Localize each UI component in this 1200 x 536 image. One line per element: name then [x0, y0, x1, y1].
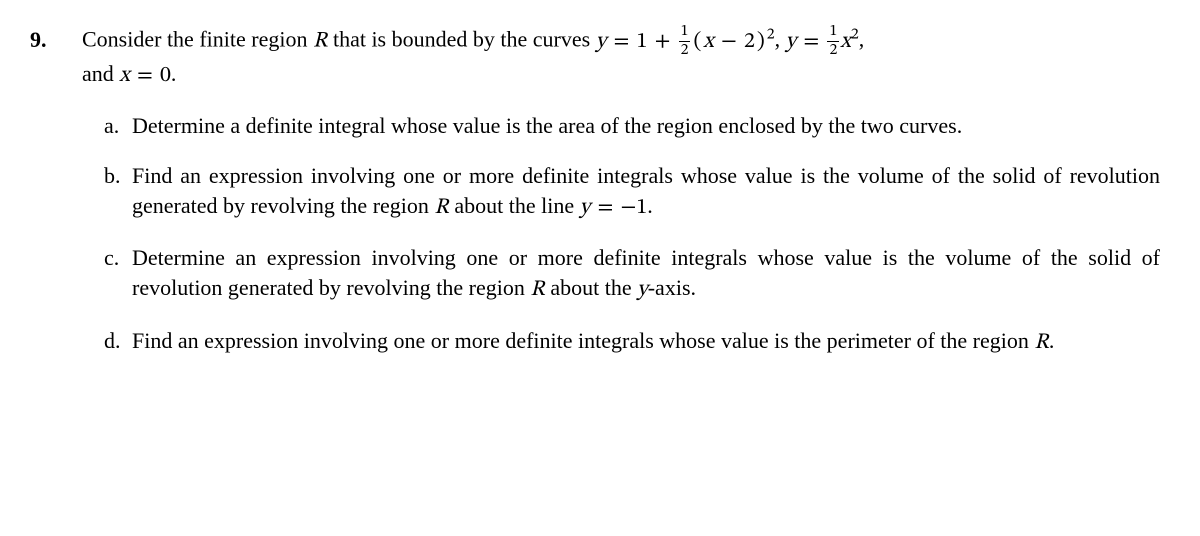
math-eq1: y = 1 + 12(x − 2)2: [596, 31, 775, 53]
subpart-b: b. Find an expression involving one or m…: [82, 161, 1160, 223]
problem-stem: Consider the finite region R that is bou…: [82, 24, 1160, 91]
math-R: R: [313, 31, 328, 53]
math-eq2: y = 12x2: [786, 31, 859, 53]
stem-text: ,: [775, 27, 786, 52]
subpart-b-text: about the line: [449, 193, 580, 218]
var-x: x: [703, 31, 714, 53]
subpart-d-text: .: [1049, 328, 1055, 353]
problem-number: 9.: [30, 24, 82, 55]
math-R: R: [1034, 332, 1049, 354]
stem-text: that is bounded by the curves: [327, 27, 595, 52]
num-neg1: −1: [620, 197, 647, 219]
subpart-b-text: .: [647, 193, 653, 218]
frac-half: 12: [679, 24, 691, 59]
stem-text: Consider the finite region: [82, 27, 313, 52]
stem-text: ,: [859, 27, 865, 52]
var-x: x: [840, 31, 851, 53]
op-eq: =: [796, 31, 826, 53]
superscript: 2: [851, 26, 859, 42]
frac-half: 12: [827, 24, 839, 59]
var-y: y: [786, 31, 797, 53]
op-plus: +: [647, 31, 677, 53]
subpart-text-c: Determine an expression involving one or…: [132, 243, 1160, 305]
op-eq: =: [130, 65, 160, 87]
subpart-c-text: -axis.: [648, 275, 696, 300]
stem-text: and: [82, 61, 119, 86]
var-y: y: [580, 197, 591, 219]
frac-den: 2: [827, 41, 839, 59]
subpart-text-b: Find an expression involving one or more…: [132, 161, 1160, 223]
op-minus: −: [714, 31, 744, 53]
superscript: 2: [767, 26, 775, 42]
subpart-d-text: Find an expression involving one or more…: [132, 328, 1034, 353]
var-y: y: [596, 31, 607, 53]
subpart-a: a. Determine a definite integral whose v…: [82, 111, 1160, 141]
math-eq3: x = 0: [119, 65, 171, 87]
problem-9: 9. Consider the finite region R that is …: [30, 24, 1160, 359]
subpart-label-a: a.: [104, 111, 132, 141]
frac-den: 2: [679, 41, 691, 59]
subpart-text-a: Determine a definite integral whose valu…: [132, 111, 1160, 141]
subpart-label-b: b.: [104, 161, 132, 191]
subpart-label-d: d.: [104, 326, 132, 356]
subpart-text-d: Find an expression involving one or more…: [132, 326, 1160, 359]
subpart-d: d. Find an expression involving one or m…: [82, 326, 1160, 359]
math-R: R: [530, 279, 545, 301]
var-x: x: [119, 65, 130, 87]
frac-num: 1: [679, 24, 691, 41]
num-0: 0: [160, 65, 171, 87]
num-1: 1: [637, 31, 648, 53]
math-y-axis: y: [637, 279, 648, 301]
subpart-c: c. Determine an expression involving one…: [82, 243, 1160, 305]
stem-text: .: [171, 61, 177, 86]
lparen: (: [691, 31, 703, 53]
num-2: 2: [744, 31, 755, 53]
rparen: ): [755, 31, 767, 53]
math-line: y = −1: [580, 197, 648, 219]
subpart-c-text: about the: [545, 275, 637, 300]
op-eq: =: [606, 31, 636, 53]
math-R: R: [434, 197, 449, 219]
frac-num: 1: [827, 24, 839, 41]
subpart-label-c: c.: [104, 243, 132, 273]
op-eq: =: [590, 197, 620, 219]
problem-body: Consider the finite region R that is bou…: [82, 24, 1160, 359]
